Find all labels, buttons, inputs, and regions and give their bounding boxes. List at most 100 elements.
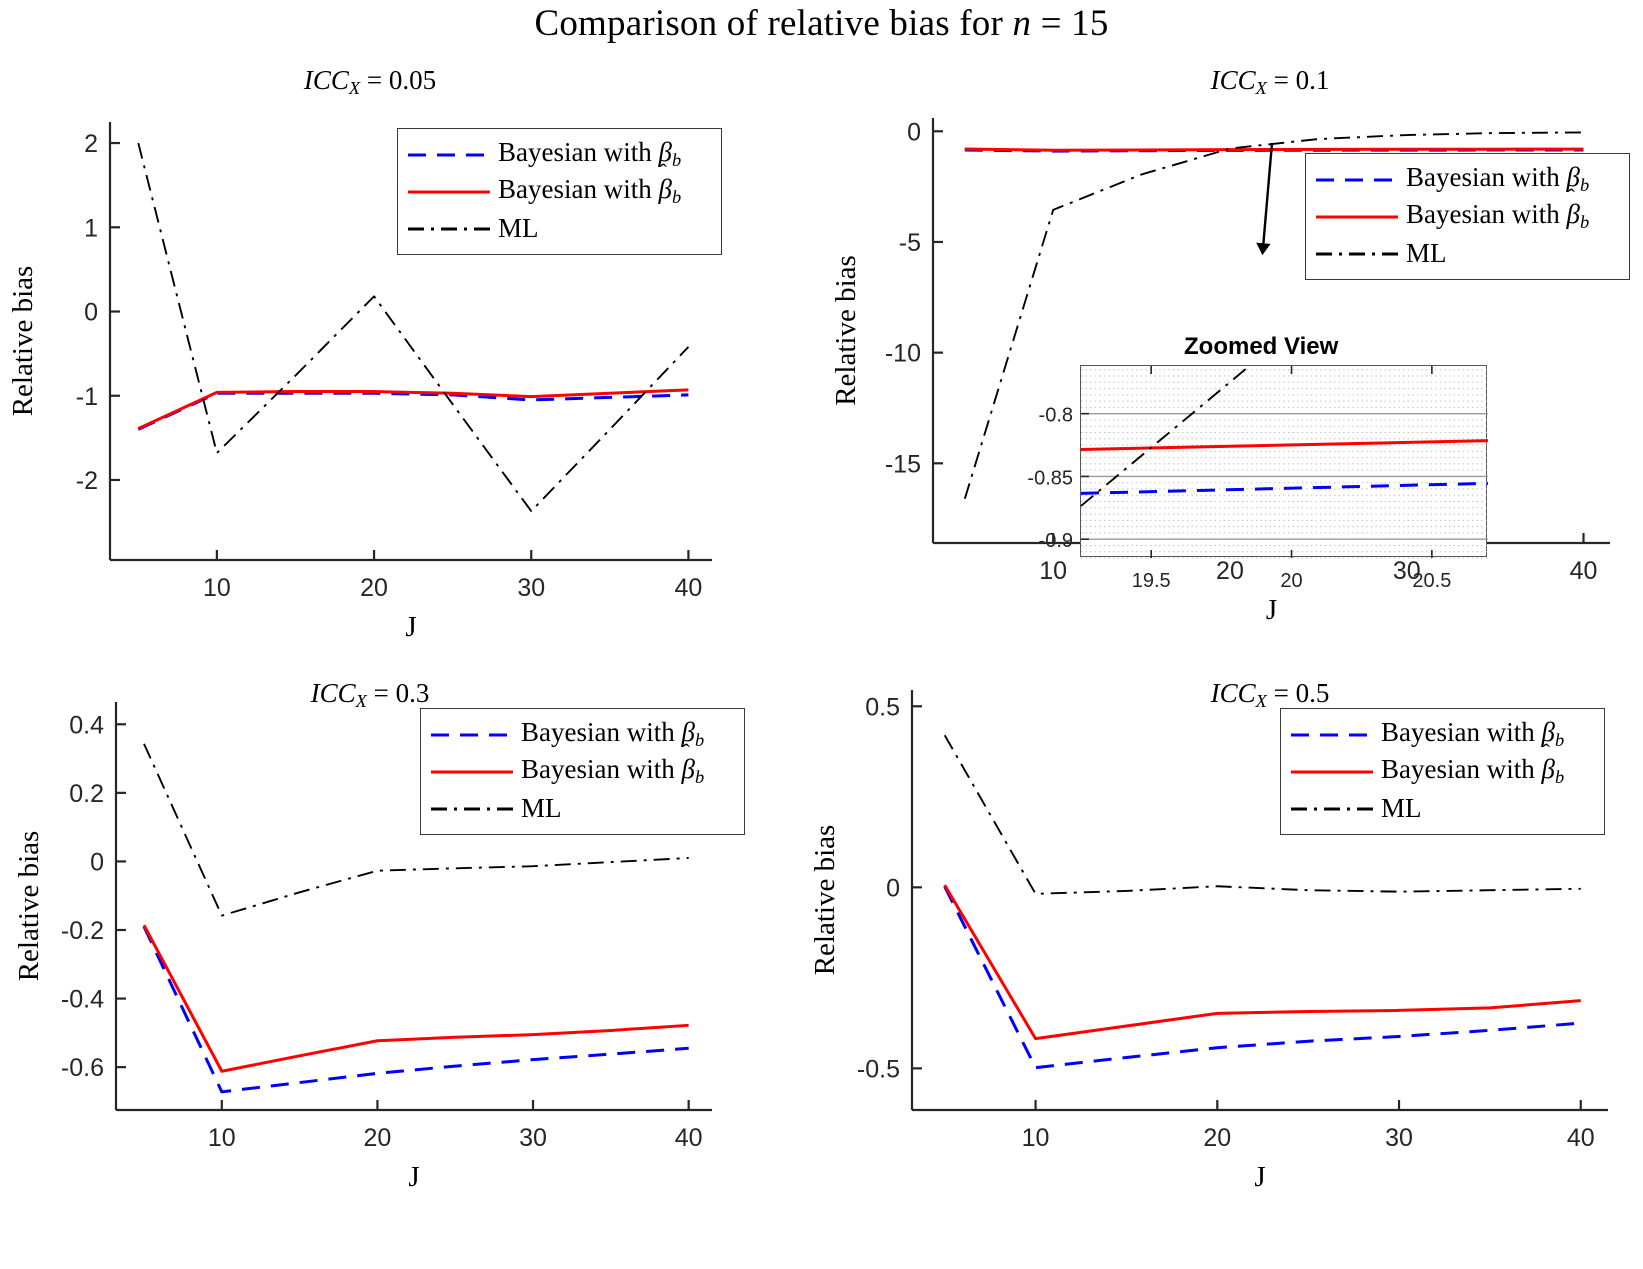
legend-line-sample-icon [1314, 244, 1400, 264]
legend-item-1[interactable]: Bayesian with βb [406, 136, 711, 173]
legend-item-3[interactable]: ML [1289, 790, 1594, 827]
legend-line-sample-icon [1289, 725, 1375, 745]
x-tick-label: 20 [360, 574, 388, 602]
panel-4-title-icc: ICC [1210, 678, 1256, 708]
panel-icc-0-5: ICCX = 0.5 0.5 0 -0.5 10 20 30 40 J Relative bia… [809, 630, 1643, 1269]
y-tick-label: -0.4 [61, 986, 104, 1014]
panel-2-title-icc: ICC [1210, 65, 1256, 95]
x-tick-label: 10 [208, 1124, 236, 1152]
x-tick-label: 20 [364, 1124, 392, 1152]
hat-accent-icon: ˆ [1567, 184, 1575, 210]
legend-line-sample-icon [1289, 762, 1375, 782]
figure-title-text: Comparison of relative bias for [534, 3, 1013, 44]
panel-1-legend[interactable]: Bayesian with βb Bayesian with β ˆ b ML [397, 128, 722, 255]
panel-3-title-icc: ICC [310, 678, 356, 708]
zoom-callout-arrow-icon [1256, 142, 1274, 256]
panel-2-title-eq: = 0.1 [1266, 65, 1330, 95]
series-line-2 [137, 388, 689, 430]
panel-2-axes: 0 -5 -10 -15 10 20 30 40 J Relative bias [830, 118, 1610, 626]
series-line-3 [143, 743, 689, 917]
series-line-2 [943, 884, 1581, 1041]
hat-accent-icon: ˆ [682, 739, 690, 765]
panel-3-legend[interactable]: Bayesian with βb Bayesian with β ˆ b ML [420, 708, 745, 835]
legend-label-1: Bayesian with βb [1406, 162, 1590, 196]
x-axis-label: J [405, 611, 416, 643]
y-tick-label: -0.5 [857, 1055, 900, 1083]
x-tick-label: 40 [675, 1124, 703, 1152]
inset-x-tick-label: 19.5 [1132, 570, 1171, 592]
zoomed-view-label: Zoomed View [1184, 333, 1339, 360]
y-tick-label: -2 [76, 467, 98, 495]
panel-4-title-sub: X [1255, 691, 1267, 712]
y-tick-label: 0.4 [69, 711, 104, 739]
legend-item-1[interactable]: Bayesian with βb [1289, 716, 1594, 753]
panel-2-inset: -0.8 -0.85 -0.9 19.5 20 20.5 [1027, 365, 1489, 592]
y-tick-label: 0.5 [865, 693, 900, 721]
panel-icc-0-3: ICCX = 0.3 0.4 0.2 0 -0.2 -0.4 -0.6 10 20 30 40 J R… [0, 630, 760, 1269]
inset-axes: -0.8 -0.85 -0.9 19.5 20 20.5 [1027, 365, 1489, 592]
panel-3-title-sub: X [355, 691, 367, 712]
legend-item-3[interactable]: ML [1314, 235, 1619, 272]
legend-line-sample-icon [1314, 170, 1400, 190]
x-tick-label: 10 [1039, 557, 1067, 585]
y-axis-label: Relative bias [13, 831, 45, 982]
series-line-1 [943, 885, 1581, 1070]
series-line-3 [943, 734, 1581, 895]
legend-item-1[interactable]: Bayesian with βb [429, 716, 734, 753]
legend-label-3: ML [521, 793, 562, 823]
series-line-2 [142, 924, 689, 1073]
legend-line-sample-icon [406, 219, 492, 239]
hat-accent-icon: ˆ [1542, 739, 1550, 765]
y-tick-label: -15 [885, 450, 921, 478]
series-line-2 [964, 147, 1584, 152]
panel-3-axes: 0.4 0.2 0 -0.2 -0.4 -0.6 10 20 30 40 J Relative bia… [13, 702, 712, 1193]
panel-2-title-sub: X [1255, 78, 1267, 99]
x-tick-label: 30 [519, 1124, 547, 1152]
legend-line-sample-icon [406, 145, 492, 165]
y-tick-label: 2 [84, 130, 98, 158]
y-tick-label: -0.6 [61, 1054, 104, 1082]
figure-title-n: n [1012, 3, 1032, 44]
x-tick-label: 30 [1393, 557, 1421, 585]
panel-2-title: ICCX = 0.1 [920, 65, 1620, 99]
legend-label-1: Bayesian with βb [498, 137, 682, 171]
inset-series-line-3 [1080, 365, 1251, 507]
panel-2-legend[interactable]: Bayesian with βb Bayesian with β ˆ b ML [1305, 153, 1630, 280]
y-tick-label: 0 [907, 118, 921, 146]
panel-icc-0-05: ICCX = 0.05 2 1 0 -1 -2 10 20 30 40 J Relative bia… [0, 60, 760, 643]
inset-x-tick-label: 20 [1280, 570, 1302, 592]
legend-item-3[interactable]: ML [406, 210, 711, 247]
inset-y-tick-label: -0.9 [1039, 530, 1073, 552]
series-line-3 [963, 131, 1584, 500]
y-tick-label: 0 [84, 299, 98, 327]
x-tick-label: 10 [203, 574, 231, 602]
y-tick-label: -0.2 [61, 917, 104, 945]
hat-accent-icon: ˆ [659, 159, 667, 185]
y-axis-label: Relative bias [7, 266, 39, 417]
panel-4-title-eq: = 0.5 [1266, 678, 1330, 708]
panel-4-legend[interactable]: Bayesian with βb Bayesian with β ˆ b ML [1280, 708, 1605, 835]
figure-title: Comparison of relative bias for n = 15 [0, 2, 1643, 45]
series-line-1 [142, 925, 689, 1094]
legend-item-1[interactable]: Bayesian with βb [1314, 161, 1619, 198]
x-tick-label: 40 [1570, 557, 1598, 585]
y-tick-label: 0 [90, 848, 104, 876]
series-line-3 [137, 142, 690, 513]
y-tick-label: 0 [886, 874, 900, 902]
y-tick-label: 0.2 [69, 780, 104, 808]
x-tick-label: 40 [675, 574, 703, 602]
y-tick-label: -10 [885, 340, 921, 368]
legend-line-sample-icon [429, 799, 515, 819]
legend-item-3[interactable]: ML [429, 790, 734, 827]
panel-icc-0-1: ICCX = 0.1 0 -5 -10 -15 10 20 30 40 J Relative bi… [820, 60, 1643, 626]
inset-y-tick-label: -0.8 [1039, 405, 1073, 427]
